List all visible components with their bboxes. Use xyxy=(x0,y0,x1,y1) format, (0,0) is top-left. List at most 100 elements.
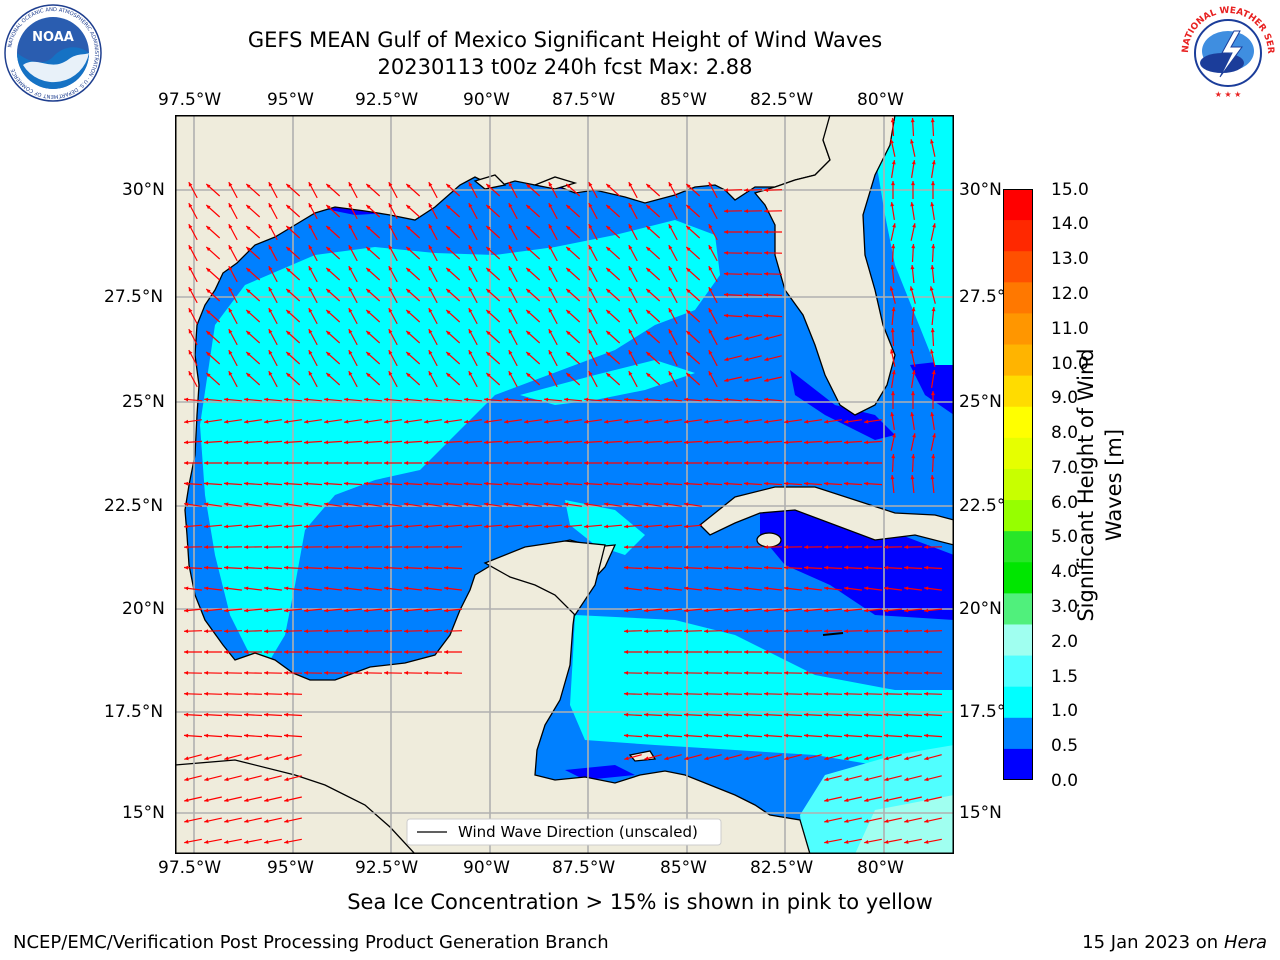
wave-direction-arrowhead xyxy=(684,608,689,613)
lat-label: 22.5°N xyxy=(104,496,164,516)
wave-direction-arrowhead xyxy=(468,266,473,271)
wave-direction-arrowhead xyxy=(244,440,249,445)
wave-direction-arrowhead xyxy=(924,565,929,570)
wave-direction-arrowhead xyxy=(764,419,769,424)
wave-direction-arrowhead xyxy=(424,586,429,591)
wave-direction-arrowhead xyxy=(844,671,849,675)
wave-direction-arrowhead xyxy=(606,226,611,231)
wave-direction-arrowhead xyxy=(486,184,491,189)
wave-direction-arrowhead xyxy=(244,608,249,613)
wave-direction-arrowhead xyxy=(584,461,589,465)
wave-direction-arrowhead xyxy=(924,733,929,738)
wave-direction-arrowhead xyxy=(508,266,513,271)
wave-direction-arrowhead xyxy=(284,524,289,529)
colorbar-tick: 13.0 xyxy=(1051,249,1089,269)
wave-direction-arrowhead xyxy=(504,502,509,507)
wave-direction-arrowhead xyxy=(606,289,611,294)
wave-direction-arrowhead xyxy=(924,840,929,844)
wave-direction-arrowhead xyxy=(931,181,935,186)
wave-direction-arrowhead xyxy=(804,565,809,570)
colorbar-tick: 7.0 xyxy=(1051,458,1079,478)
wave-direction-arrowhead xyxy=(244,712,249,717)
lon-label: 85°W xyxy=(660,858,707,878)
wave-direction-arrowhead xyxy=(184,691,189,696)
wave-direction-arrowhead xyxy=(684,691,689,696)
wave-direction-arrowhead xyxy=(244,756,249,761)
wave-direction-arrowhead xyxy=(446,310,451,315)
wave-direction-arrowhead xyxy=(566,226,571,231)
wave-direction-arrowhead xyxy=(444,440,449,445)
wave-direction-arrowhead xyxy=(344,586,349,591)
wave-direction-arrowhead xyxy=(548,308,553,313)
wave-direction-arrowhead xyxy=(384,650,389,654)
wave-direction-arrowhead xyxy=(264,502,269,507)
wave-direction-arrowhead xyxy=(366,289,371,294)
wave-direction-arrowhead xyxy=(704,608,709,613)
wave-direction-arrowhead xyxy=(388,203,393,208)
wave-direction-arrowhead xyxy=(284,798,289,802)
wave-direction-arrowhead xyxy=(628,287,633,292)
wave-direction-arrowhead xyxy=(366,331,371,336)
wave-direction-arrowhead xyxy=(744,608,749,613)
wave-direction-arrowhead xyxy=(184,777,189,782)
wave-direction-arrowhead xyxy=(406,373,411,378)
wave-direction-arrowhead xyxy=(244,840,249,844)
wave-direction-arrowhead xyxy=(564,440,569,445)
wave-direction-arrowhead xyxy=(704,545,709,549)
noaa-logo-text: NOAA xyxy=(32,30,74,45)
wave-direction-arrowhead xyxy=(588,350,593,355)
wave-direction-arrowhead xyxy=(930,139,934,144)
wave-direction-arrowhead xyxy=(428,203,433,208)
wave-direction-arrowhead xyxy=(891,307,896,312)
wave-direction-arrowhead xyxy=(744,357,749,362)
footer-machine: Hera xyxy=(1223,932,1267,953)
wave-direction-arrowhead xyxy=(508,350,513,355)
wave-direction-arrowhead xyxy=(228,203,233,208)
wave-direction-arrowhead xyxy=(724,712,729,717)
wave-direction-arrowhead xyxy=(646,268,651,273)
wave-direction-arrowhead xyxy=(428,350,433,355)
wave-direction-arrowhead xyxy=(824,733,829,738)
wave-direction-arrowhead xyxy=(628,266,633,271)
wave-direction-arrowhead xyxy=(204,712,209,717)
wave-direction-arrowhead xyxy=(446,184,451,189)
wave-direction-arrowhead xyxy=(644,397,649,402)
wave-direction-arrowhead xyxy=(246,268,251,273)
wave-direction-arrowhead xyxy=(384,565,389,570)
wave-direction-arrowhead xyxy=(364,545,369,549)
wave-direction-arrowhead xyxy=(526,205,531,210)
map-title-line-1: GEFS MEAN Gulf of Mexico Significant Hei… xyxy=(247,28,883,52)
lat-label: 27.5°N xyxy=(104,287,164,307)
wave-direction-arrowhead xyxy=(388,182,393,187)
wave-direction-arrowhead xyxy=(228,224,233,229)
wave-direction-arrowhead xyxy=(524,419,529,424)
wave-direction-arrowhead xyxy=(244,671,249,675)
wave-direction-arrowhead xyxy=(824,608,829,613)
wave-direction-arrowhead xyxy=(206,373,211,378)
wave-direction-arrowhead xyxy=(668,203,673,208)
wave-direction-arrowhead xyxy=(784,586,789,591)
wave-direction-arrowhead xyxy=(924,608,929,613)
wave-direction-arrowhead xyxy=(404,565,409,570)
wave-direction-arrowhead xyxy=(724,586,729,591)
wave-direction-arrowhead xyxy=(486,226,491,231)
wave-direction-arrowhead xyxy=(284,629,289,634)
wave-direction-arrowhead xyxy=(628,371,633,376)
wave-direction-arrowhead xyxy=(204,586,209,591)
wave-direction-arrowhead xyxy=(188,287,193,292)
wave-direction-arrowhead xyxy=(931,307,936,312)
wave-direction-arrowhead xyxy=(664,461,669,465)
wave-direction-arrowhead xyxy=(184,419,189,424)
wave-direction-arrowhead xyxy=(348,308,353,313)
wave-direction-arrowhead xyxy=(484,419,489,424)
wave-direction-arrowhead xyxy=(428,329,433,334)
wave-direction-arrowhead xyxy=(644,565,649,570)
colorbar-segment xyxy=(1003,344,1033,377)
wave-direction-arrowhead xyxy=(206,268,211,273)
wave-direction-arrowhead xyxy=(864,712,869,717)
wave-direction-arrowhead xyxy=(624,671,629,675)
wave-direction-arrowhead xyxy=(244,777,249,782)
wave-direction-arrowhead xyxy=(344,481,349,486)
wave-direction-arrowhead xyxy=(588,287,593,292)
wave-direction-arrowhead xyxy=(444,419,449,424)
